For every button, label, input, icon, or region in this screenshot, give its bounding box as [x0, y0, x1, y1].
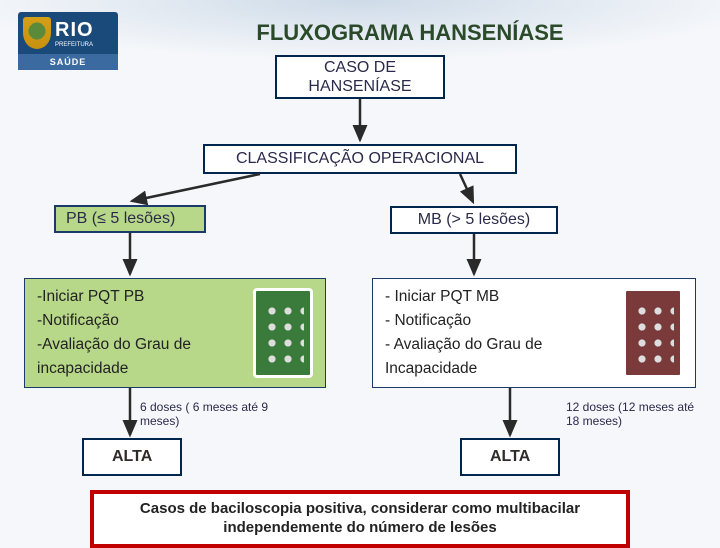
logo-sub: PREFEITURA — [55, 42, 94, 48]
node-start: CASO DE HANSENÍASE — [275, 55, 445, 99]
dose-mb: 12 doses (12 meses até 18 meses) — [566, 400, 696, 429]
alta-pb: ALTA — [82, 438, 182, 476]
node-mb: MB (> 5 lesões) — [390, 206, 558, 234]
pb-line2: -Notificação — [37, 309, 247, 333]
mb-line3: - Avaliação do Grau de Incapacidade — [385, 333, 617, 381]
blister-mb-icon — [623, 288, 683, 378]
blister-pb-icon — [253, 288, 313, 378]
warning-box: Casos de baciloscopia positiva, consider… — [90, 490, 630, 548]
pb-line3: -Avaliação do Grau de incapacidade — [37, 333, 247, 381]
rio-logo: RIO PREFEITURA SAÚDE — [18, 12, 118, 70]
dose-pb: 6 doses ( 6 meses até 9 meses) — [140, 400, 270, 429]
alta-mb: ALTA — [460, 438, 560, 476]
logo-dept: SAÚDE — [18, 54, 118, 70]
pb-line1: -Iniciar PQT PB — [37, 285, 247, 309]
mb-line2: - Notificação — [385, 309, 617, 333]
shield-icon — [23, 17, 51, 49]
panel-pb: -Iniciar PQT PB -Notificação -Avaliação … — [24, 278, 326, 388]
panel-mb: - Iniciar PQT MB - Notificação - Avaliaç… — [372, 278, 696, 388]
page-title: FLUXOGRAMA HANSENÍASE — [150, 20, 670, 46]
node-classify: CLASSIFICAÇÃO OPERACIONAL — [203, 144, 517, 174]
logo-brand: RIO — [55, 19, 94, 42]
mb-line1: - Iniciar PQT MB — [385, 285, 617, 309]
node-pb: PB (≤ 5 lesões) — [54, 205, 206, 233]
